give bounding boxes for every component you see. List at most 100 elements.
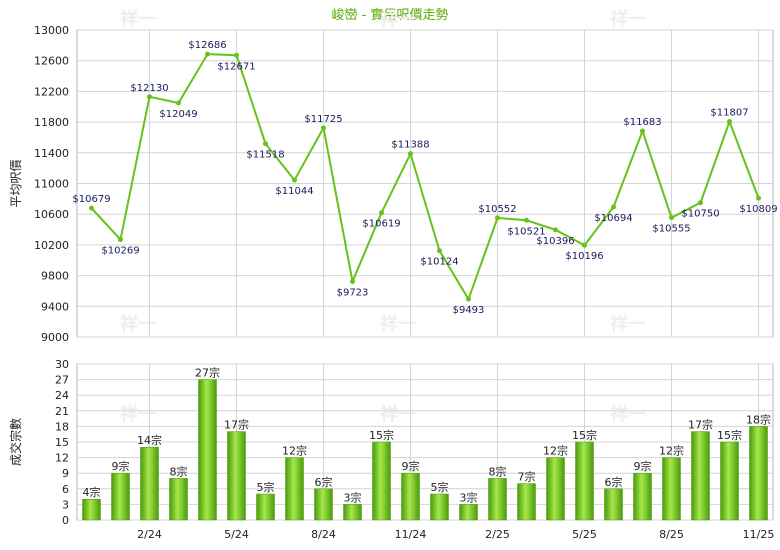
line-y-tick-label: 10600 xyxy=(34,208,69,221)
line-data-label: $10552 xyxy=(478,204,516,215)
bar-data-label: 12宗 xyxy=(659,444,684,458)
line-point xyxy=(437,248,442,254)
bar xyxy=(604,488,623,521)
bar-data-label: 15宗 xyxy=(369,428,394,442)
bar-data-label: 9宗 xyxy=(112,459,130,473)
line-point xyxy=(292,177,297,183)
bar-y-tick-label: 6 xyxy=(62,483,69,496)
bar xyxy=(662,457,681,521)
bar-y-tick-label: 15 xyxy=(55,436,69,449)
line-point xyxy=(234,52,239,58)
line-data-label: $12671 xyxy=(217,61,255,72)
bar-watermark: 祥一 xyxy=(380,403,416,425)
bar-data-label: 12宗 xyxy=(282,444,307,458)
line-watermark: 祥一 xyxy=(610,313,646,335)
bar-chart-panel: 祥一 祥一 祥一 0 3 6 9 12 15 18 21 24 27 30 2/24 5/24 8/24 11/2… xyxy=(8,358,774,541)
bar xyxy=(82,498,101,521)
bar-x-tick-label: 8/24 xyxy=(311,528,336,541)
line-point xyxy=(640,128,645,134)
bar-x-tick-label: 5/25 xyxy=(572,528,597,541)
line-data-label: $12049 xyxy=(159,109,197,120)
line-y-tick-label: 9400 xyxy=(41,300,69,313)
bar xyxy=(749,426,768,521)
line-point xyxy=(176,100,181,106)
line-data-label: $10396 xyxy=(536,236,574,247)
bar-y-tick-label: 0 xyxy=(62,514,69,527)
bar-data-label: 8宗 xyxy=(489,464,507,478)
line-point xyxy=(205,51,210,57)
bar-data-label: 3宗 xyxy=(460,490,478,504)
line-y-tick-label: 11400 xyxy=(34,147,69,160)
bar-data-label: 27宗 xyxy=(195,366,220,380)
bar xyxy=(517,483,536,521)
line-point xyxy=(321,125,326,131)
bar-watermark: 祥一 xyxy=(120,403,156,425)
bar-y-tick-label: 27 xyxy=(55,374,69,387)
line-data-label: $11725 xyxy=(304,114,342,125)
bar xyxy=(401,472,420,521)
line-data-label: $10521 xyxy=(507,226,545,237)
bar xyxy=(430,493,449,521)
line-data-label: $10124 xyxy=(420,257,458,268)
line-watermark: 祥一 xyxy=(380,313,416,335)
line-data-label: $11683 xyxy=(623,117,661,128)
bar-data-label: 5宗 xyxy=(257,480,275,494)
line-point xyxy=(611,204,616,210)
bar-y-axis-label: 成交宗數 xyxy=(8,418,23,466)
line-point xyxy=(89,205,94,211)
bar xyxy=(720,441,739,521)
bar xyxy=(256,493,275,521)
bar-watermark: 祥一 xyxy=(610,403,646,425)
bar-data-label: 17宗 xyxy=(688,418,713,432)
line-data-label: $11807 xyxy=(710,108,748,119)
bar-y-tick-label: 21 xyxy=(55,405,69,418)
bar-data-label: 15宗 xyxy=(717,428,742,442)
line-data-label: $10679 xyxy=(72,194,110,205)
line-data-label: $10555 xyxy=(652,224,690,235)
bar-y-tick-label: 3 xyxy=(62,498,69,511)
line-point xyxy=(263,141,268,147)
bar-x-tick-label: 2/25 xyxy=(485,528,510,541)
bar xyxy=(111,472,130,521)
line-data-label: $9493 xyxy=(453,305,485,316)
bar-x-tick-label: 11/24 xyxy=(395,528,427,541)
bar-data-label: 3宗 xyxy=(344,490,362,504)
line-watermark: 祥一 xyxy=(380,8,416,30)
bar-data-label: 15宗 xyxy=(572,428,597,442)
bar-data-label: 4宗 xyxy=(83,485,101,499)
line-data-label: $11518 xyxy=(246,150,284,161)
line-data-label: $10196 xyxy=(565,251,603,262)
line-data-label: $10694 xyxy=(594,213,632,224)
bar xyxy=(633,472,652,521)
line-point xyxy=(118,237,123,243)
line-data-label: $12130 xyxy=(130,83,168,94)
bar-y-tick-label: 24 xyxy=(55,389,69,402)
line-data-label: $12686 xyxy=(188,40,226,51)
line-point xyxy=(379,210,384,216)
line-data-label: $10750 xyxy=(681,209,719,220)
line-point xyxy=(495,215,500,221)
bar-data-label: 14宗 xyxy=(137,433,162,447)
bar xyxy=(372,441,391,521)
line-data-label: $10269 xyxy=(101,246,139,257)
bar xyxy=(575,441,594,521)
line-watermark: 祥一 xyxy=(610,8,646,30)
bar-data-label: 18宗 xyxy=(746,412,771,426)
bar-data-label: 7宗 xyxy=(518,470,536,484)
line-y-tick-label: 10200 xyxy=(34,239,69,252)
line-y-tick-label: 12600 xyxy=(34,55,69,68)
bar-x-tick-label: 2/24 xyxy=(137,528,162,541)
line-data-label: $11044 xyxy=(275,186,313,197)
bar xyxy=(140,446,159,521)
line-y-tick-label: 9000 xyxy=(41,331,69,344)
bar-data-label: 5宗 xyxy=(431,480,449,494)
line-chart-title: 峻巒 - 實用呎價走勢 xyxy=(332,7,449,23)
line-data-label: $10619 xyxy=(362,219,400,230)
bar-data-label: 6宗 xyxy=(315,475,333,489)
bar xyxy=(488,478,507,521)
line-data-label: $11388 xyxy=(391,140,429,151)
bar xyxy=(546,457,565,521)
